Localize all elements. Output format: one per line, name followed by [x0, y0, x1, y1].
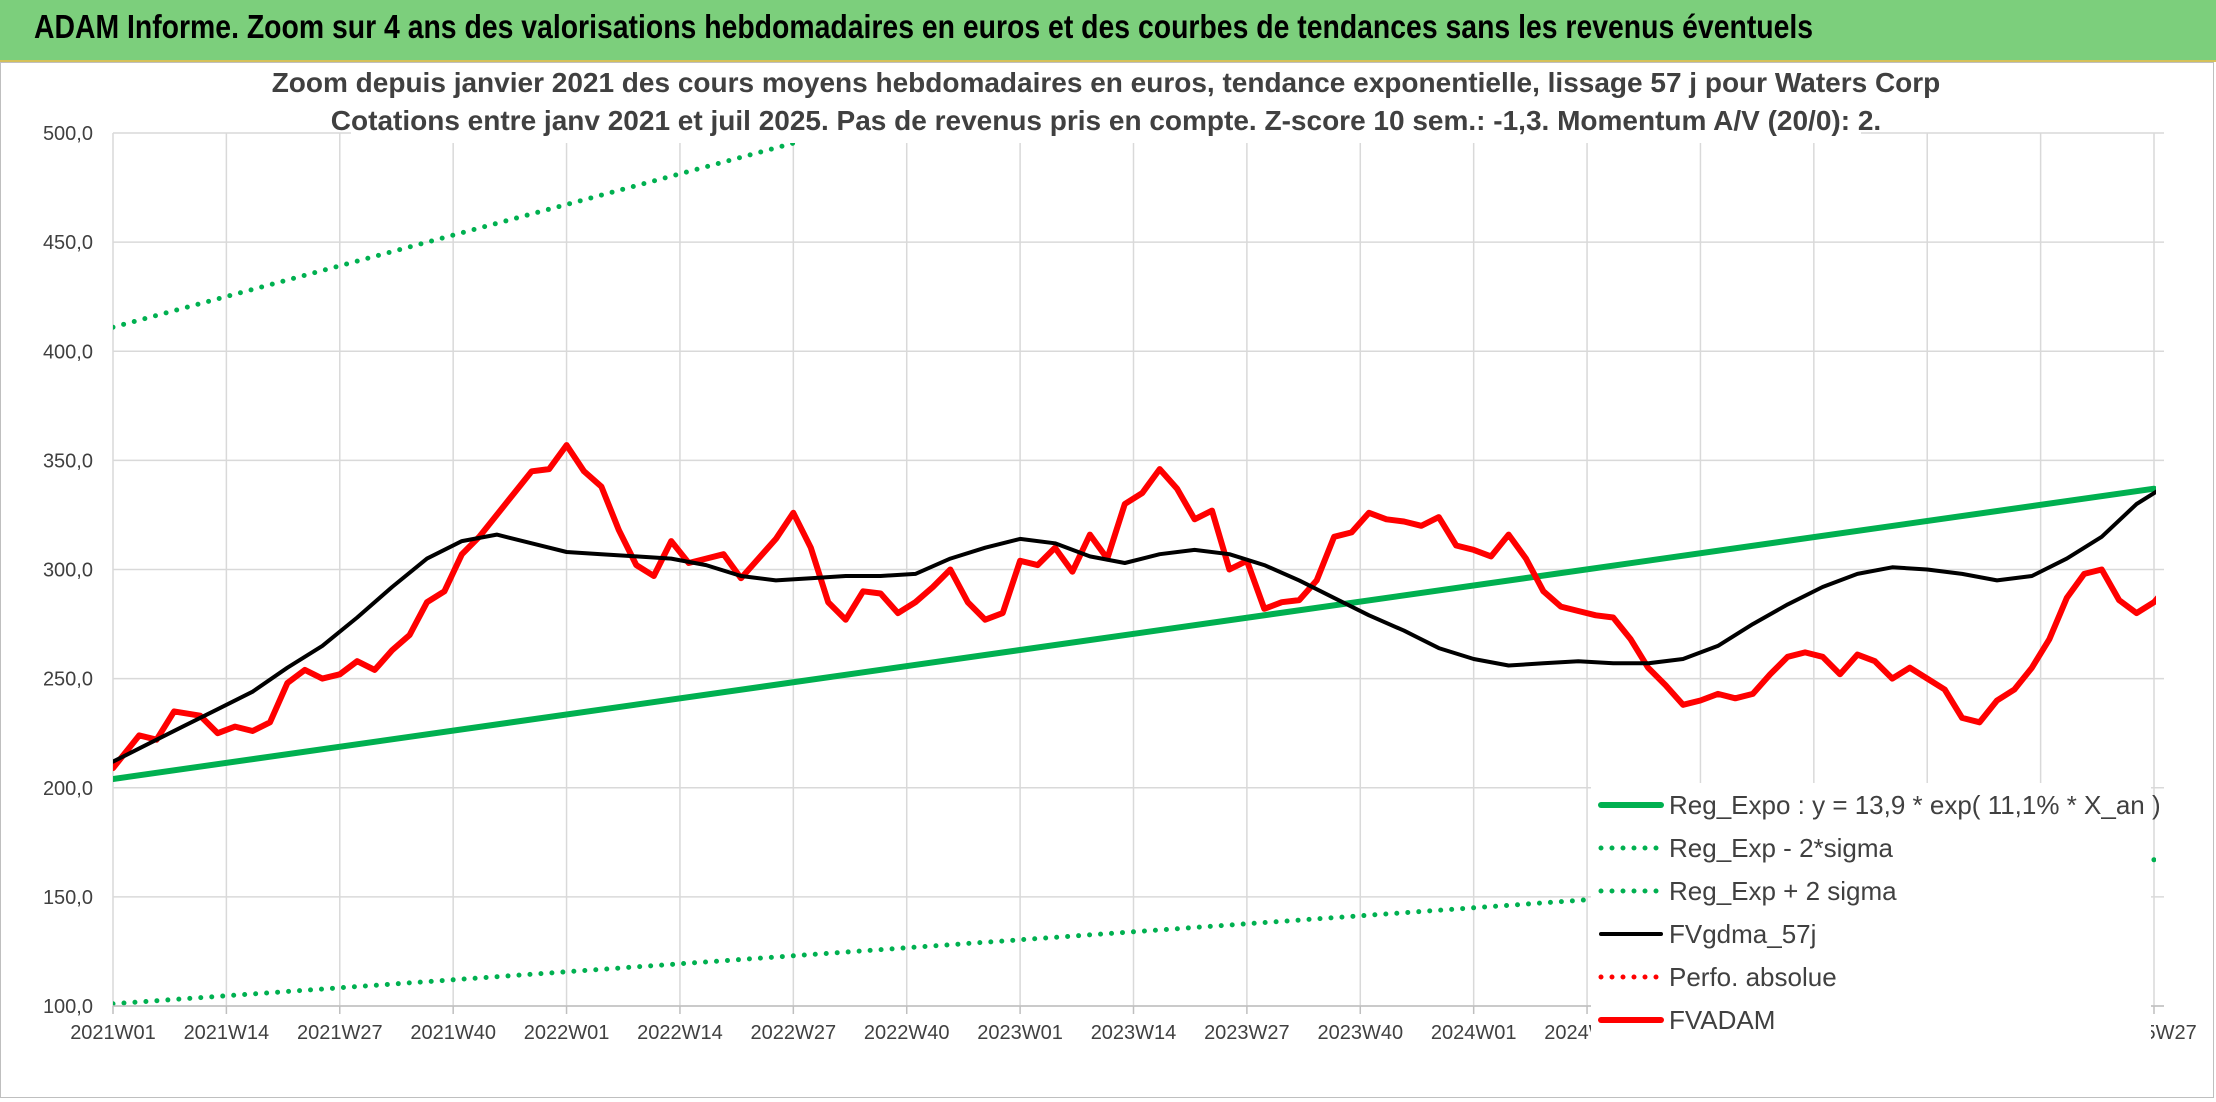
legend-entry: FVgdma_57j [1669, 919, 1816, 949]
y-tick-label: 100,0 [43, 996, 93, 1018]
chart-legend: Reg_Expo : y = 13,9 * exp( 11,1% * X_an … [1591, 783, 2161, 1043]
chart-title-line-1: Zoom depuis janvier 2021 des cours moyen… [272, 67, 1941, 98]
y-tick-label: 200,0 [43, 778, 93, 800]
y-tick-label: 400,0 [43, 341, 93, 363]
x-tick-label: 2023W01 [977, 1022, 1063, 1044]
x-tick-label: 2021W14 [184, 1022, 270, 1044]
x-tick-label: 2022W40 [864, 1022, 950, 1044]
series-line-5 [113, 442, 2156, 772]
chart-series [113, 133, 2156, 1006]
y-tick-label: 500,0 [43, 123, 93, 145]
y-tick-label: 300,0 [43, 560, 93, 582]
chart-frame: 100,0 150,0 200,0 250,0 300,0 350,0 400,0 450,0… [0, 62, 2214, 1098]
legend-entry: FVADAM [1669, 1005, 1775, 1035]
page-title: ADAM Informe. Zoom sur 4 ans des valoris… [34, 8, 1814, 45]
x-tick-label: 2021W40 [410, 1022, 496, 1044]
legend-entry: Reg_Exp + 2 sigma [1669, 876, 1897, 906]
series-line-3 [113, 489, 2156, 764]
x-tick-label: 2022W14 [637, 1022, 723, 1044]
y-tick-label: 250,0 [43, 669, 93, 691]
y-tick-label: 450,0 [43, 232, 93, 254]
x-tick-label: 2024W01 [1431, 1022, 1517, 1044]
chart-title-line-2: Cotations entre janv 2021 et juil 2025. … [331, 105, 1881, 136]
series-line-0 [113, 485, 2156, 782]
line-chart: 100,0 150,0 200,0 250,0 300,0 350,0 400,0 450,0… [43, 63, 2197, 1044]
header-bar: ADAM Informe. Zoom sur 4 ans des valoris… [0, 0, 2216, 62]
x-tick-label: 2022W27 [751, 1022, 837, 1044]
x-tick-label: 2023W14 [1091, 1022, 1177, 1044]
y-tick-label: 150,0 [43, 887, 93, 909]
legend-box [1591, 783, 2151, 1043]
chart-title: Zoom depuis janvier 2021 des cours moyen… [272, 63, 1941, 143]
x-tick-label: 2023W40 [1317, 1022, 1403, 1044]
x-tick-label: 2023W27 [1204, 1022, 1290, 1044]
x-tick-label: 2021W01 [70, 1022, 156, 1044]
series-line-2 [113, 133, 841, 330]
legend-entry: Perfo. absolue [1669, 962, 1837, 992]
x-tick-label: 2021W27 [297, 1022, 383, 1044]
legend-entry: Reg_Exp - 2*sigma [1669, 833, 1894, 863]
x-tick-label: 2022W01 [524, 1022, 610, 1044]
legend-entry: Reg_Expo : y = 13,9 * exp( 11,1% * X_an … [1669, 790, 2161, 820]
y-tick-label: 350,0 [43, 450, 93, 472]
